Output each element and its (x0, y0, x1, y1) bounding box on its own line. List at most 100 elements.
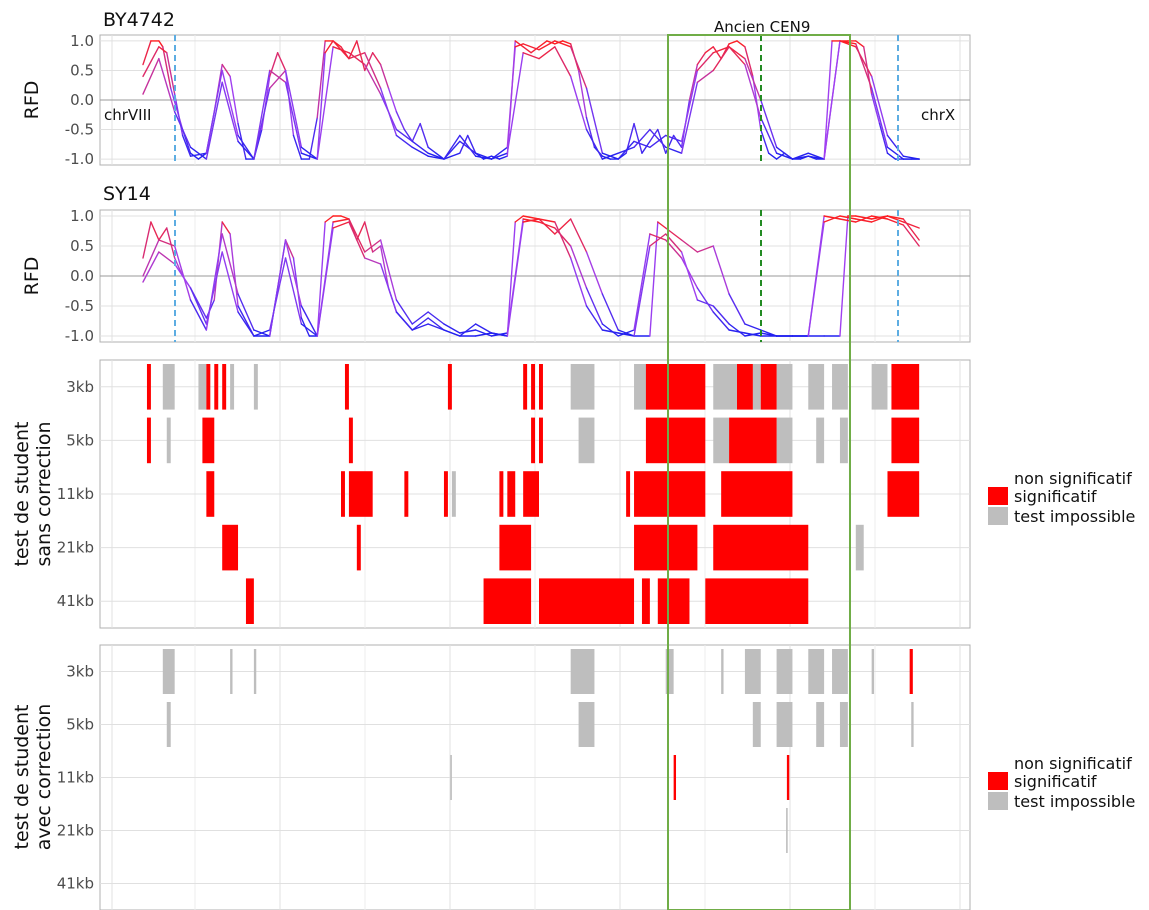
rfd-line-layer (142, 40, 920, 337)
rfd-line-segment (269, 69, 287, 89)
ylabel-avec-correction: test de studentavec correction (11, 704, 55, 851)
rfd-line-segment (767, 152, 778, 160)
rfd-line-segment (332, 218, 350, 223)
cell-test-impossible (786, 808, 788, 853)
rfd-line-segment (348, 218, 366, 253)
rfd-line-segment (633, 122, 643, 154)
rfd-line-segment (189, 146, 208, 160)
rfd-line-segment (411, 311, 429, 325)
cell-significatif (641, 578, 650, 624)
rfd-line-segment (379, 245, 390, 289)
rfd-line-segment (775, 152, 786, 160)
rfd-line-segment (696, 245, 714, 253)
cell-significatif (786, 755, 790, 800)
rfd-line-segment (823, 40, 833, 160)
rfd-line-segment (791, 152, 809, 160)
rfd-line-segment (823, 215, 841, 223)
rfd-line-segment (585, 128, 604, 160)
cell-test-impossible (578, 702, 595, 747)
rfd-line-segment (522, 43, 540, 51)
cell-test-impossible (776, 364, 793, 410)
cell-test-impossible (166, 417, 171, 464)
rfd-line-segment (617, 332, 635, 337)
rfd-line-segment (712, 311, 730, 331)
rfd-line-segment (173, 111, 192, 148)
rfd-line-segment (221, 221, 231, 235)
rfd-line-segment (538, 218, 556, 223)
cell-test-impossible (808, 649, 825, 694)
rfd-line-segment (142, 57, 160, 95)
rfd-line-segment (569, 218, 588, 253)
grid-layer (100, 35, 970, 910)
rfd-line-segment (728, 40, 738, 45)
rfd-line-segment (411, 323, 429, 331)
rfd-line-segment (221, 81, 239, 143)
rfd-line-segment (649, 128, 659, 143)
rfd-line-segment (284, 239, 303, 307)
legend-label-non-significatif: non significatif (1014, 754, 1132, 773)
cell-test-impossible (744, 649, 761, 694)
cell-significatif (443, 471, 448, 517)
ylabel-rfd-bottom: RFD (21, 257, 43, 296)
cell-significatif (348, 471, 373, 517)
rfd-line-segment (205, 69, 223, 154)
rfd-line-segment (823, 215, 841, 220)
rfd-line-segment (902, 218, 920, 241)
rfd-line-segment (633, 245, 651, 337)
rfd-line-segment (395, 111, 406, 131)
rfd-line-segment (870, 215, 889, 220)
y-tick-label: 0.0 (70, 91, 94, 109)
y-tick-label: 21kb (57, 822, 94, 840)
rfd-line-segment (688, 63, 699, 101)
rfd-line-segment (522, 46, 532, 54)
rfd-line-segment (633, 140, 651, 148)
rfd-line-segment (451, 152, 461, 157)
y-tick-label: 0.5 (70, 237, 94, 255)
rfd-line-segment (902, 224, 920, 247)
rfd-line-segment (474, 155, 493, 160)
cell-test-impossible (713, 417, 730, 464)
cell-significatif (146, 417, 151, 464)
rfd-line-segment (712, 245, 730, 295)
rfd-line-segment (601, 293, 619, 331)
rfd-line-segment (878, 122, 889, 154)
cell-test-impossible (911, 702, 914, 747)
rfd-line-segment (395, 128, 413, 143)
legend-label-test-impossible: test impossible (1014, 507, 1135, 526)
rfd-line-segment (522, 218, 540, 223)
cell-significatif (887, 471, 920, 517)
rfd-line-segment (839, 215, 857, 220)
tick-layer: 1.0 0.5 0.0 -0.5 -1.0 1.0 0.5 0.0 -0.5 -1.0 3kb 5kb… (57, 32, 94, 893)
cell-significatif (909, 649, 913, 694)
rfd-line-segment (300, 323, 318, 337)
rfd-line-segment (514, 215, 524, 223)
cell-test-impossible (776, 417, 793, 464)
ylabel-sans-correction: test de studentsans correction (11, 422, 55, 567)
rfd-line-segment (308, 117, 318, 160)
rfd-line-segment (166, 52, 176, 95)
rfd-line-segment (158, 227, 168, 241)
rfd-line-segment (142, 221, 152, 259)
rfd-line-segment (490, 146, 509, 160)
rfd-line-segment (744, 57, 762, 101)
rfd-line-segment (316, 52, 326, 160)
rfd-line-segment (585, 87, 604, 154)
rfd-line-segment (189, 152, 200, 160)
rfd-line-segment (427, 311, 445, 325)
annotation-chrviii: chrVIII (104, 106, 151, 124)
rfd-line-segment (728, 329, 746, 334)
rfd-line-segment (680, 69, 699, 143)
rfd-line-segment (554, 227, 572, 247)
legend-swatch-significatif (988, 487, 1008, 505)
cell-significatif (523, 364, 528, 410)
cell-significatif (634, 471, 706, 517)
rfd-line-segment (562, 40, 572, 45)
rfd-line-segment (300, 146, 318, 160)
rfd-line-segment (744, 323, 762, 331)
y-tick-label: 11kb (57, 485, 94, 503)
rfd-line-segment (538, 40, 548, 48)
rfd-line-segment (158, 57, 176, 113)
rfd-line-segment (744, 46, 754, 78)
rfd-line-segment (569, 257, 588, 307)
rfd-line-segment (538, 218, 556, 235)
